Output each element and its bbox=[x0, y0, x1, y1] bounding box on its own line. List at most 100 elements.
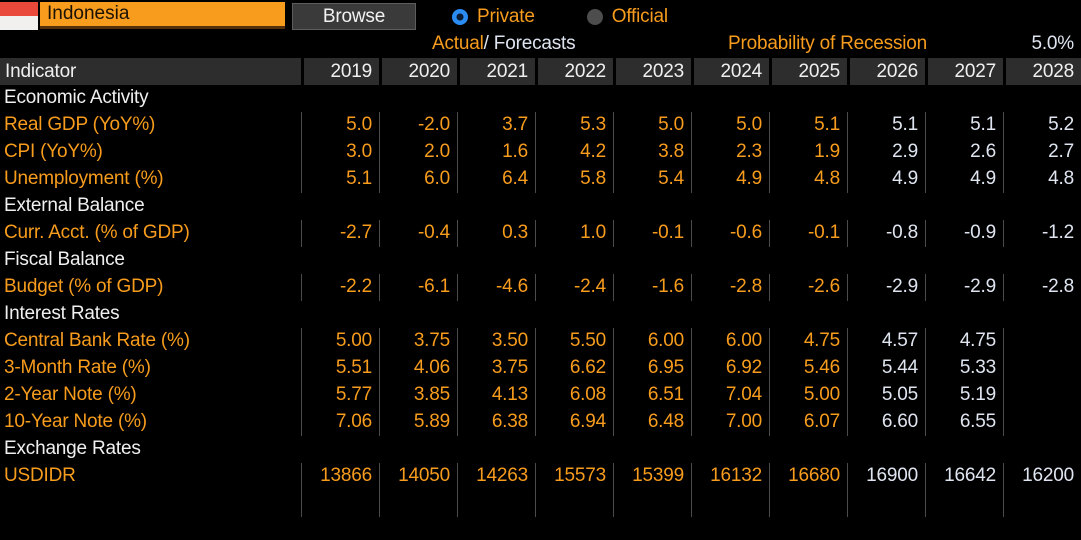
value-cell[interactable]: 1.0 bbox=[535, 220, 613, 247]
value-cell[interactable]: 5.8 bbox=[535, 166, 613, 193]
radio-selected-icon[interactable] bbox=[452, 8, 468, 25]
value-cell[interactable] bbox=[1003, 328, 1081, 355]
value-cell[interactable]: 7.04 bbox=[691, 382, 769, 409]
value-cell[interactable]: 6.95 bbox=[613, 355, 691, 382]
value-cell[interactable]: 4.2 bbox=[535, 139, 613, 166]
value-cell[interactable]: -2.8 bbox=[691, 274, 769, 301]
value-cell[interactable]: 16200 bbox=[1003, 463, 1081, 490]
value-cell[interactable]: 5.50 bbox=[535, 328, 613, 355]
value-cell[interactable]: 5.89 bbox=[379, 409, 457, 436]
indicator-label[interactable]: 2-Year Note (%) bbox=[4, 384, 137, 405]
value-cell[interactable]: 5.77 bbox=[301, 382, 379, 409]
value-cell[interactable]: 5.1 bbox=[925, 112, 1003, 139]
value-cell[interactable]: 6.48 bbox=[613, 409, 691, 436]
value-cell[interactable] bbox=[1003, 355, 1081, 382]
value-cell[interactable]: 6.07 bbox=[769, 409, 847, 436]
value-cell[interactable]: 5.00 bbox=[769, 382, 847, 409]
value-cell[interactable]: 1.6 bbox=[457, 139, 535, 166]
indicator-label[interactable]: Central Bank Rate (%) bbox=[4, 330, 190, 351]
value-cell[interactable]: 16680 bbox=[769, 463, 847, 490]
value-cell[interactable]: 1.9 bbox=[769, 139, 847, 166]
value-cell[interactable]: -2.8 bbox=[1003, 274, 1081, 301]
value-cell[interactable]: -2.0 bbox=[379, 112, 457, 139]
value-cell[interactable]: 5.00 bbox=[301, 328, 379, 355]
value-cell[interactable]: 4.9 bbox=[847, 166, 925, 193]
value-cell[interactable]: 3.75 bbox=[379, 328, 457, 355]
value-cell[interactable]: -0.9 bbox=[925, 220, 1003, 247]
value-cell[interactable]: 5.2 bbox=[1003, 112, 1081, 139]
value-cell[interactable]: -4.6 bbox=[457, 274, 535, 301]
indicator-label[interactable]: Budget (% of GDP) bbox=[4, 276, 164, 297]
value-cell[interactable]: 16900 bbox=[847, 463, 925, 490]
value-cell[interactable]: 15399 bbox=[613, 463, 691, 490]
value-cell[interactable]: 6.55 bbox=[925, 409, 1003, 436]
value-cell[interactable]: 5.0 bbox=[691, 112, 769, 139]
value-cell[interactable]: 5.51 bbox=[301, 355, 379, 382]
value-cell[interactable]: 5.1 bbox=[769, 112, 847, 139]
value-cell[interactable]: 6.94 bbox=[535, 409, 613, 436]
value-cell[interactable]: 6.08 bbox=[535, 382, 613, 409]
value-cell[interactable]: 5.1 bbox=[301, 166, 379, 193]
value-cell[interactable]: 3.0 bbox=[301, 139, 379, 166]
value-cell[interactable]: 6.38 bbox=[457, 409, 535, 436]
value-cell[interactable] bbox=[1003, 382, 1081, 409]
value-cell[interactable]: 6.51 bbox=[613, 382, 691, 409]
value-cell[interactable]: -2.4 bbox=[535, 274, 613, 301]
value-cell[interactable]: 0.3 bbox=[457, 220, 535, 247]
value-cell[interactable]: -2.7 bbox=[301, 220, 379, 247]
value-cell[interactable]: 14050 bbox=[379, 463, 457, 490]
value-cell[interactable]: 16132 bbox=[691, 463, 769, 490]
indicator-label[interactable]: CPI (YoY%) bbox=[4, 141, 103, 162]
value-cell[interactable]: -0.8 bbox=[847, 220, 925, 247]
indicator-label[interactable]: USDIDR bbox=[4, 465, 76, 486]
value-cell[interactable]: 4.9 bbox=[925, 166, 1003, 193]
value-cell[interactable]: 16642 bbox=[925, 463, 1003, 490]
value-cell[interactable]: 5.0 bbox=[301, 112, 379, 139]
value-cell[interactable]: 6.0 bbox=[379, 166, 457, 193]
country-input[interactable] bbox=[40, 2, 285, 29]
value-cell[interactable]: 4.8 bbox=[1003, 166, 1081, 193]
value-cell[interactable]: -0.1 bbox=[769, 220, 847, 247]
indicator-label[interactable]: Curr. Acct. (% of GDP) bbox=[4, 222, 190, 243]
value-cell[interactable]: -0.4 bbox=[379, 220, 457, 247]
value-cell[interactable]: 5.3 bbox=[535, 112, 613, 139]
value-cell[interactable]: 6.00 bbox=[691, 328, 769, 355]
value-cell[interactable]: 4.06 bbox=[379, 355, 457, 382]
value-cell[interactable]: 14263 bbox=[457, 463, 535, 490]
value-cell[interactable]: 6.60 bbox=[847, 409, 925, 436]
value-cell[interactable]: -6.1 bbox=[379, 274, 457, 301]
value-cell[interactable]: 3.75 bbox=[457, 355, 535, 382]
value-cell[interactable]: -2.9 bbox=[925, 274, 1003, 301]
value-cell[interactable]: -0.6 bbox=[691, 220, 769, 247]
value-cell[interactable]: 4.9 bbox=[691, 166, 769, 193]
value-cell[interactable]: 2.3 bbox=[691, 139, 769, 166]
indicator-label[interactable]: Unemployment (%) bbox=[4, 168, 164, 189]
value-cell[interactable]: 5.33 bbox=[925, 355, 1003, 382]
value-cell[interactable]: 4.75 bbox=[925, 328, 1003, 355]
value-cell[interactable]: 13866 bbox=[301, 463, 379, 490]
value-cell[interactable]: -2.2 bbox=[301, 274, 379, 301]
value-cell[interactable]: 6.00 bbox=[613, 328, 691, 355]
value-cell[interactable]: 3.8 bbox=[613, 139, 691, 166]
value-cell[interactable]: 2.0 bbox=[379, 139, 457, 166]
value-cell[interactable]: 6.4 bbox=[457, 166, 535, 193]
value-cell[interactable]: 5.0 bbox=[613, 112, 691, 139]
value-cell[interactable]: 5.4 bbox=[613, 166, 691, 193]
value-cell[interactable]: 5.46 bbox=[769, 355, 847, 382]
value-cell[interactable]: 7.00 bbox=[691, 409, 769, 436]
value-cell[interactable]: -1.6 bbox=[613, 274, 691, 301]
value-cell[interactable]: 4.57 bbox=[847, 328, 925, 355]
value-cell[interactable]: 4.75 bbox=[769, 328, 847, 355]
radio-option-official[interactable]: Official bbox=[586, 6, 668, 28]
radio-option-private[interactable]: Private bbox=[452, 6, 535, 28]
value-cell[interactable]: 2.9 bbox=[847, 139, 925, 166]
value-cell[interactable]: 5.44 bbox=[847, 355, 925, 382]
indicator-label[interactable]: 10-Year Note (%) bbox=[4, 411, 147, 432]
indicator-label[interactable]: Real GDP (YoY%) bbox=[4, 114, 156, 135]
value-cell[interactable]: 6.92 bbox=[691, 355, 769, 382]
value-cell[interactable]: -0.1 bbox=[613, 220, 691, 247]
value-cell[interactable]: 4.8 bbox=[769, 166, 847, 193]
value-cell[interactable]: -1.2 bbox=[1003, 220, 1081, 247]
value-cell[interactable]: 15573 bbox=[535, 463, 613, 490]
value-cell[interactable]: 4.13 bbox=[457, 382, 535, 409]
